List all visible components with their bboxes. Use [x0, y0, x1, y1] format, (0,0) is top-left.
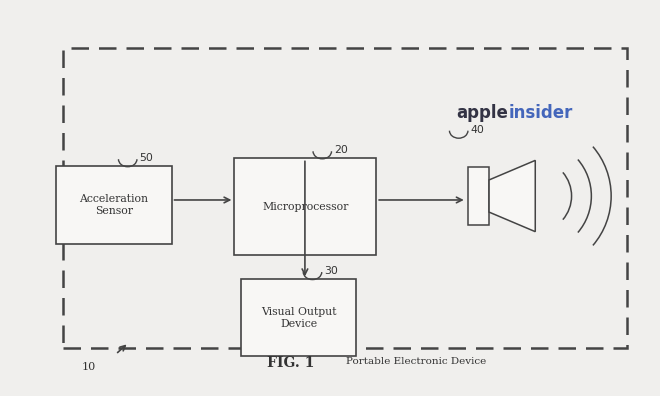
- Text: Visual Output
Device: Visual Output Device: [261, 307, 337, 329]
- Bar: [468, 167, 489, 225]
- Text: Acceleration
Sensor: Acceleration Sensor: [79, 194, 148, 216]
- Text: FIG. 1: FIG. 1: [267, 356, 314, 370]
- Text: Microprocessor: Microprocessor: [262, 202, 348, 212]
- Polygon shape: [489, 160, 535, 232]
- Text: 30: 30: [325, 266, 339, 276]
- Bar: [56, 166, 172, 244]
- Text: 20: 20: [334, 145, 348, 156]
- Bar: [63, 48, 627, 348]
- Text: 10: 10: [82, 362, 96, 372]
- Text: Portable Electronic Device: Portable Electronic Device: [346, 357, 486, 366]
- Text: 40: 40: [471, 125, 484, 135]
- Bar: [241, 279, 356, 356]
- Text: insider: insider: [508, 104, 573, 122]
- Text: 50: 50: [140, 153, 154, 164]
- Text: apple: apple: [456, 104, 508, 122]
- Bar: [234, 158, 376, 255]
